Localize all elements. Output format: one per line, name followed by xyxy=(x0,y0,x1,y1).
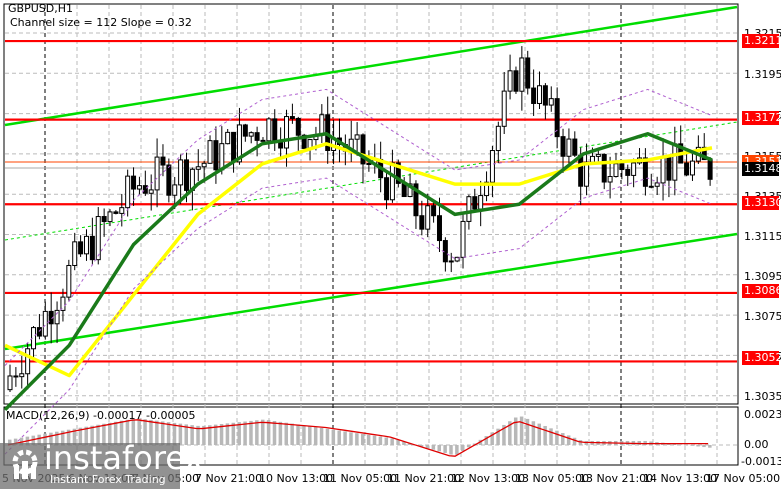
time-axis-label: 14 Nov 13:00 xyxy=(643,472,718,485)
level-tag-1.3211: 1.3211 xyxy=(742,34,781,48)
symbol-title: GBPUSD,H1 xyxy=(8,2,73,15)
time-axis-label: 11 Nov 21:00 xyxy=(387,472,462,485)
macd-label: MACD(12,26,9) -0.00017 -0.00005 xyxy=(6,409,196,422)
price-axis-label: 1.3035 xyxy=(744,390,781,403)
level-tag-1.3130: 1.3130 xyxy=(742,196,781,210)
level-tag-1.3086: 1.3086 xyxy=(742,284,781,298)
instaforex-logo-icon xyxy=(12,449,38,479)
price-axis-label: 1.3115 xyxy=(744,230,781,243)
macd-axis-label: -0.00135 xyxy=(741,455,781,468)
level-tag-1.3172: 1.3172 xyxy=(742,111,781,125)
time-axis-label: 12 Nov 13:00 xyxy=(451,472,526,485)
price-axis-label: 1.3075 xyxy=(744,310,781,323)
macd-axis-label: 0.00231 xyxy=(744,408,781,421)
time-axis-label: 13 Nov 21:00 xyxy=(579,472,654,485)
current-price-tag: 1.3148 xyxy=(742,162,781,176)
time-axis-label: 17 Nov 05:00 xyxy=(706,472,781,485)
level-tag-1.3052: 1.3052 xyxy=(742,351,781,365)
time-axis-label: 13 Nov 05:00 xyxy=(515,472,590,485)
watermark-tagline: Instant Forex Trading xyxy=(50,473,166,486)
watermark-brand: instaforex xyxy=(44,439,204,477)
channel-info: Channel size = 112 Slope = 0.32 xyxy=(10,16,192,29)
price-axis-label: 1.3195 xyxy=(744,68,781,81)
instaforex-watermark: instaforex Instant Forex Trading xyxy=(0,439,203,489)
macd-axis-label: 0.00 xyxy=(744,438,769,451)
time-axis-label: 11 Nov 05:00 xyxy=(323,472,398,485)
time-axis-label: 10 Nov 13:00 xyxy=(259,472,334,485)
time-axis-label: 7 Nov 21:00 xyxy=(195,472,263,485)
price-axis-label: 1.3095 xyxy=(744,270,781,283)
